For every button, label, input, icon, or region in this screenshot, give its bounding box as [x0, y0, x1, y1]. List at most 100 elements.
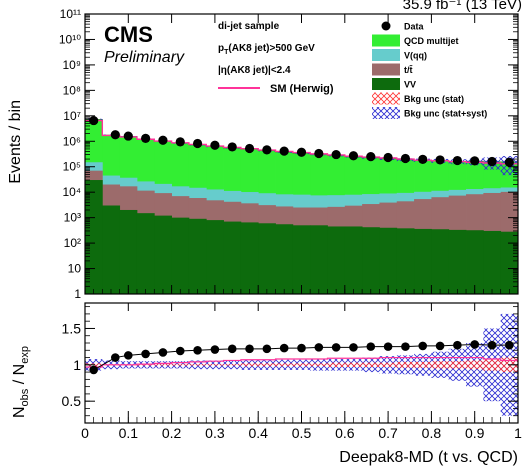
bar-vv	[154, 215, 172, 294]
legend-swatch	[372, 78, 400, 90]
ratio-sm-curve	[85, 356, 518, 368]
selection-eta: |η(AK8 jet)|<2.4	[218, 65, 291, 76]
legend-hatch	[372, 92, 400, 105]
data-point	[452, 155, 462, 166]
legend-label: V(qq)	[404, 51, 427, 61]
ratio-data-point	[227, 344, 237, 354]
data-point	[470, 156, 480, 166]
bar-vv	[119, 209, 138, 294]
data-point	[158, 135, 168, 145]
bar-vv	[206, 220, 224, 294]
ratio-data-point	[279, 343, 289, 353]
bar-vv	[223, 221, 242, 294]
bar-vv	[292, 225, 311, 294]
data-point	[227, 142, 237, 152]
data-point	[400, 153, 411, 164]
ratio-unc-stat-bin	[362, 362, 380, 367]
ratio-data-point	[124, 351, 133, 360]
ratio-unc-stat-bin	[240, 363, 259, 367]
ratio-unc-stat-bin	[448, 361, 467, 369]
ratio-data-point	[470, 340, 480, 349]
ratio-unc-stat-bin	[154, 364, 172, 366]
bar-vv	[275, 224, 294, 294]
lower-y-tick-label: 1.5	[62, 320, 82, 336]
selection-sample: di-jet sample	[218, 21, 280, 32]
legend-swatch	[372, 34, 400, 47]
ratio-data-point	[401, 342, 410, 351]
bar-vv	[240, 222, 259, 294]
ratio-unc-stat-bin	[344, 362, 363, 367]
legend-label: VV	[404, 80, 416, 90]
data-point	[487, 156, 497, 167]
x-axis-title: Deepak8-MD (t vs. QCD)	[339, 449, 518, 466]
data-point	[314, 148, 324, 159]
selection-pt: pT(AK8 jet)>500 GeV	[218, 43, 315, 56]
ratio-data-point	[331, 343, 341, 352]
data-point	[435, 155, 445, 165]
bar-vv	[396, 228, 415, 294]
x-tick-label: 0.4	[248, 425, 268, 441]
ratio-unc-stat-bin	[310, 363, 328, 367]
ratio-unc-stat-bin	[258, 363, 276, 367]
upper-y-tick-label: 10⁵	[63, 160, 81, 174]
axes: 11010²10³10⁴10⁵10⁶10⁷10⁸10⁹10¹⁰10¹¹0.511…	[59, 7, 522, 441]
ratio-data-point	[349, 343, 358, 352]
x-tick-label: 0.2	[162, 425, 182, 441]
ratio-unc-stat-bin	[483, 359, 501, 371]
x-tick-label: 0.8	[422, 425, 442, 441]
x-tick-label: 0.6	[335, 425, 355, 441]
upper-y-axis-title: Events / bin	[7, 100, 24, 184]
ratio-data-point	[435, 341, 445, 351]
bar-vv	[136, 213, 155, 294]
legend-swatch	[372, 49, 400, 61]
upper-y-tick-label: 10⁶	[63, 134, 81, 148]
ratio-unc-stat-bin	[188, 364, 207, 366]
ratio-unc-stat-bin	[396, 361, 415, 368]
x-tick-label: 0.9	[465, 425, 485, 441]
upper-y-tick-label: 10⁴	[62, 185, 81, 199]
upper-y-tick-label: 10¹¹	[60, 7, 81, 21]
ratio-data-point	[141, 349, 150, 359]
bar-vv	[188, 218, 207, 294]
data-point	[348, 151, 359, 161]
ratio-data-point	[245, 344, 254, 354]
upper-y-tick-label: 10⁸	[63, 83, 81, 97]
luminosity-label: 35.9 fb⁻¹ (13 TeV)	[403, 0, 522, 13]
bar-vv	[344, 226, 363, 294]
bar-vv	[379, 227, 398, 294]
bar-vv	[414, 228, 432, 294]
data-point	[244, 143, 255, 154]
ratio-data-points	[89, 340, 514, 375]
ratio-data-point	[210, 345, 220, 354]
legend-label: QCD multijet	[404, 36, 459, 46]
upper-y-tick-label: 10³	[64, 211, 81, 225]
data-point	[210, 140, 220, 150]
bar-vv	[310, 225, 328, 294]
ratio-unc-stat-bin	[379, 362, 397, 367]
data-point	[418, 154, 428, 164]
upper-y-tick-label: 10⁹	[63, 58, 82, 72]
ratio-data-point	[175, 346, 185, 356]
ratio-unc-stat-bin	[171, 364, 189, 366]
bar-vv	[85, 180, 103, 294]
x-tick-label: 0.3	[205, 425, 225, 441]
data-point	[89, 115, 99, 126]
data-point	[175, 137, 185, 147]
bar-vv	[327, 226, 346, 294]
ratio-unc-stat-bin	[136, 364, 155, 366]
legend: Data QCD multijet V(qq) t/t̄ VV Bkg unc (stat…	[218, 21, 487, 119]
x-tick-label: 0.5	[292, 425, 312, 441]
data-point	[296, 147, 307, 157]
ratio-data-point	[505, 340, 514, 350]
upper-y-tick-label: 1	[74, 287, 81, 301]
ratio-data-point	[383, 342, 393, 351]
legend-hatch	[372, 107, 400, 119]
lower-y-axis-title: Nobs / Nexp	[11, 346, 31, 418]
bar-vv	[258, 223, 276, 294]
ratio-unc-stat-bin	[292, 363, 311, 367]
bar-vv	[362, 227, 380, 294]
data-point	[110, 130, 120, 140]
data-point	[262, 145, 272, 155]
legend-label: t/t̄	[404, 65, 413, 75]
cms-label: CMS	[104, 22, 153, 47]
